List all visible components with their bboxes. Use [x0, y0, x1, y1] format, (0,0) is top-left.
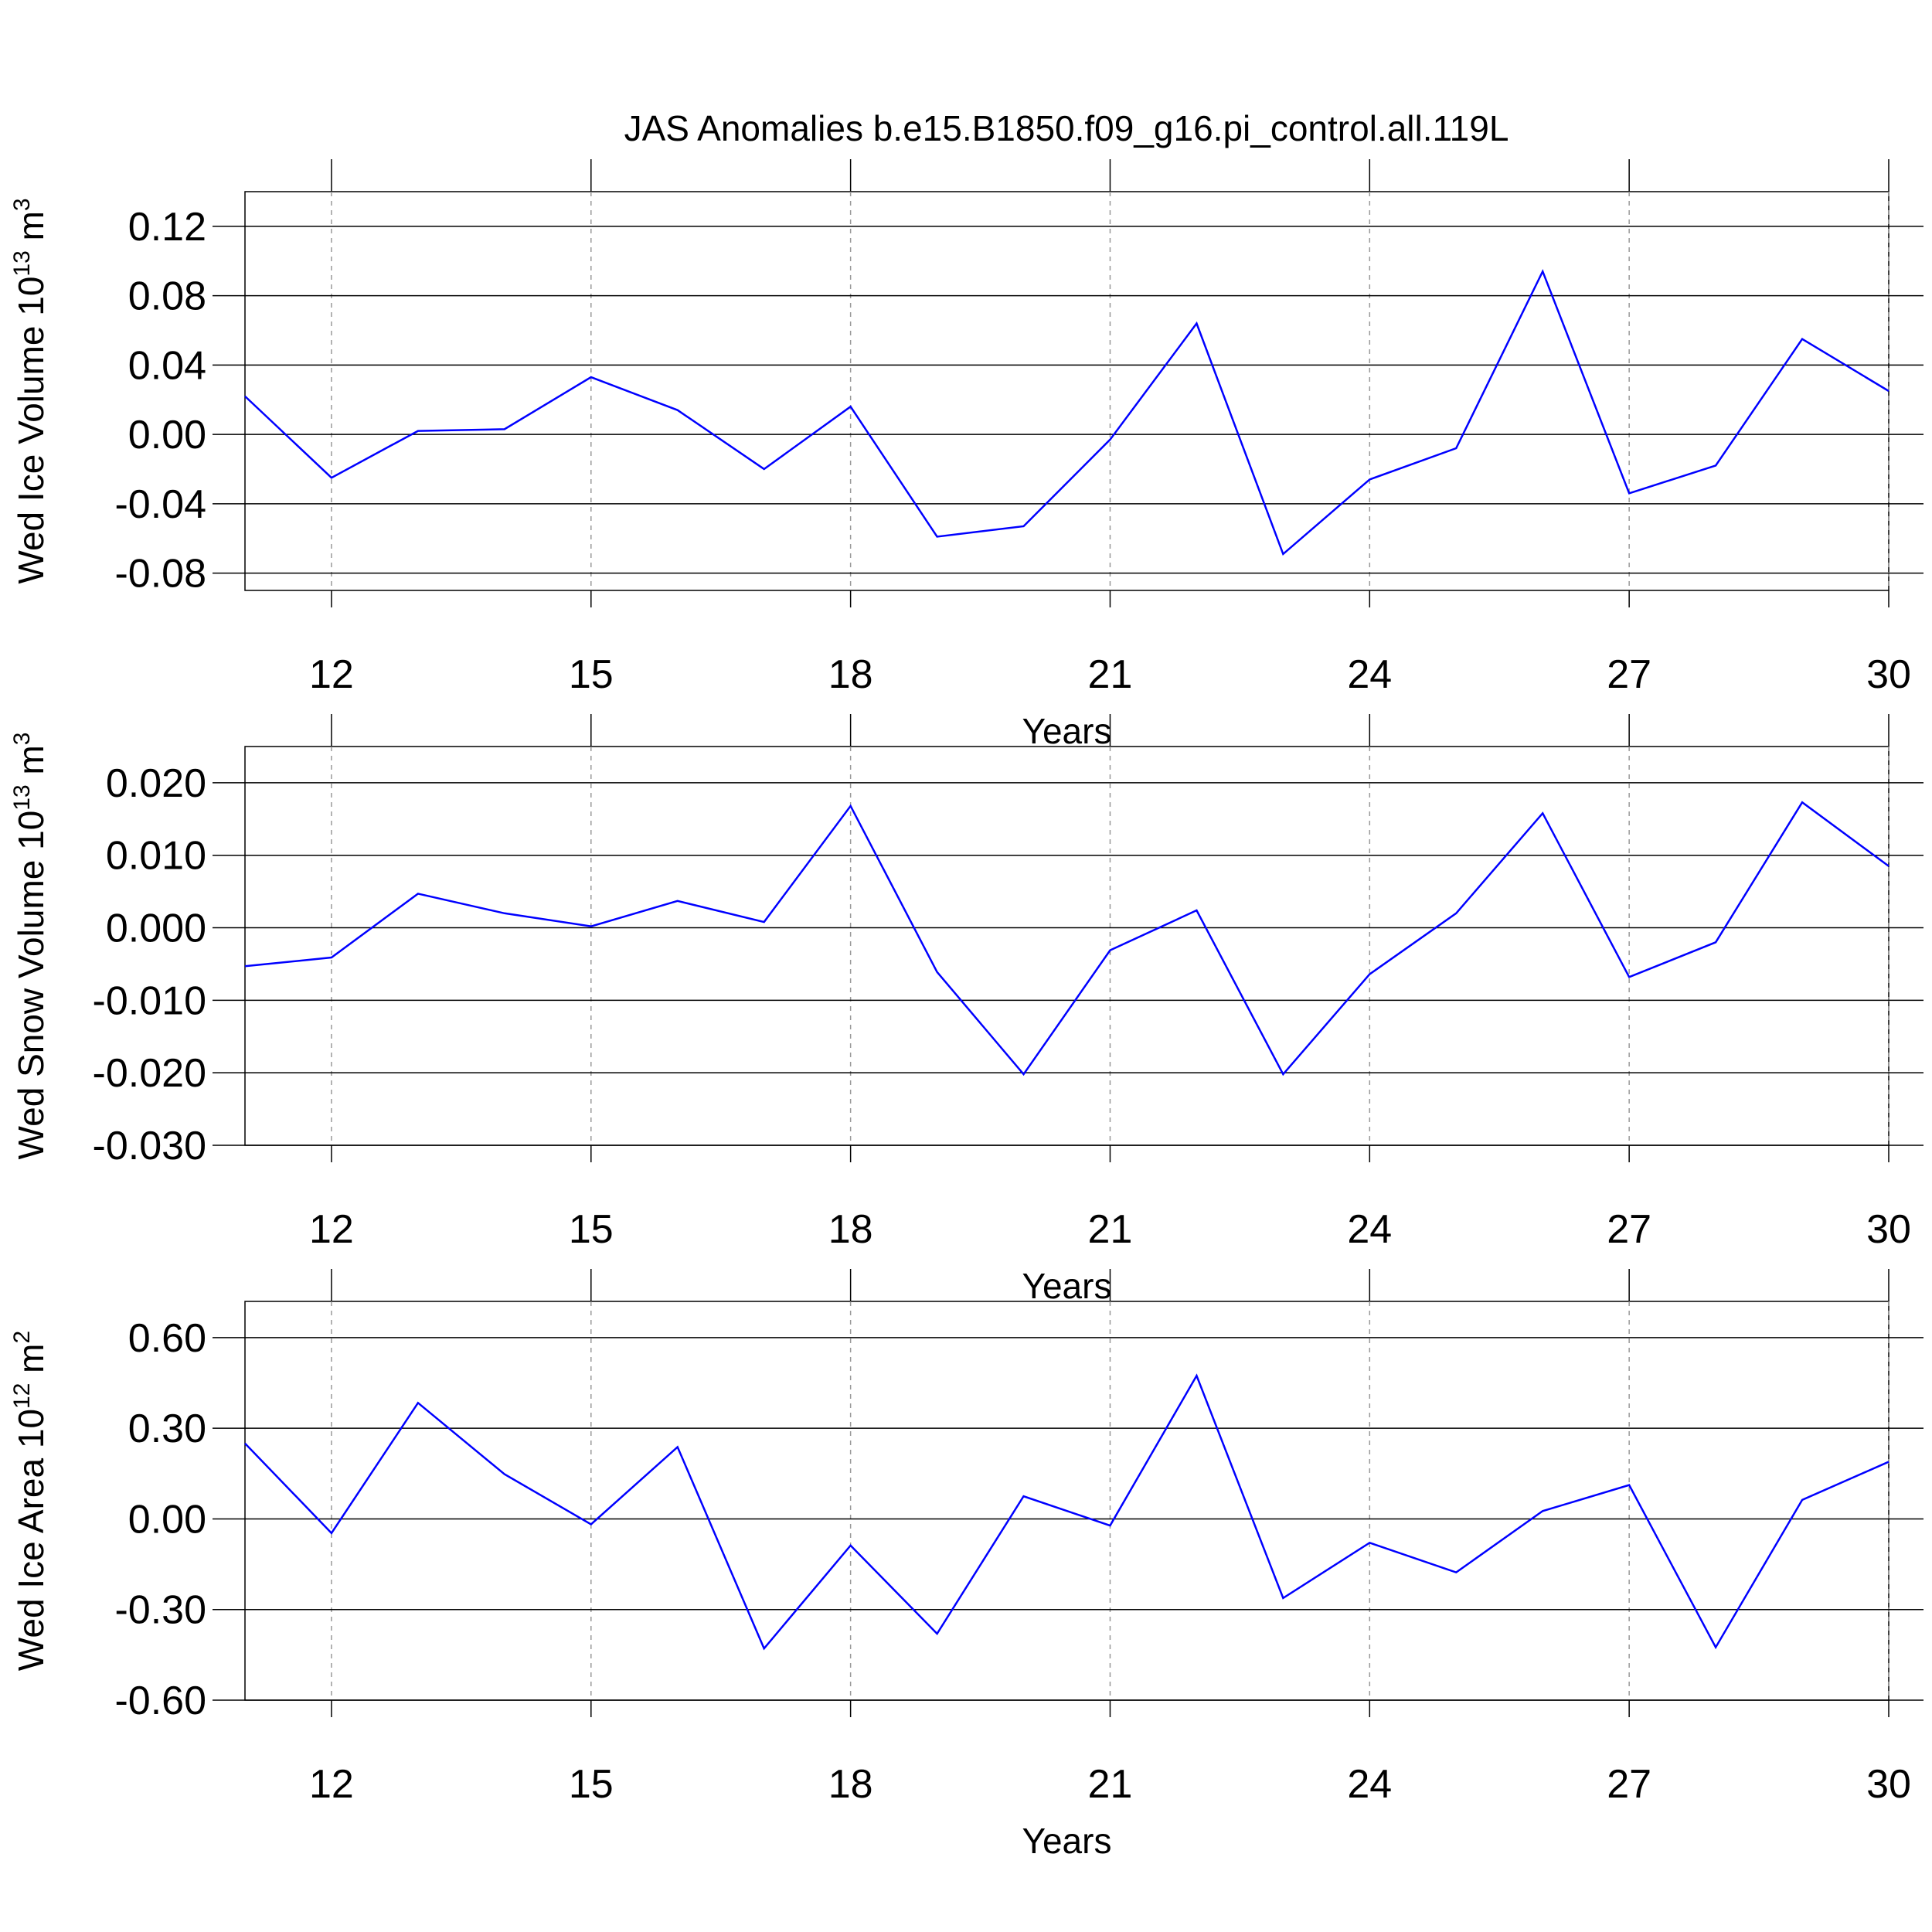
y-tick-label: 0.00	[128, 413, 206, 457]
x-tick-label: 24	[1347, 1207, 1392, 1252]
x-tick-label: 30	[1866, 1762, 1911, 1807]
x-axis-label: Years	[1022, 711, 1112, 751]
y-tick-label: -0.030	[93, 1124, 206, 1168]
y-tick-label: 0.04	[128, 343, 206, 388]
y-tick-label: -0.020	[93, 1051, 206, 1096]
data-line	[244, 1373, 1889, 1651]
x-tick-label: 18	[828, 1762, 873, 1807]
x-axis-label: Years	[1022, 1266, 1112, 1306]
x-tick-label: 24	[1347, 652, 1392, 697]
y-axis-label: Wed Snow Volume 1013 m3	[9, 733, 51, 1160]
data-line	[244, 269, 1889, 556]
y-tick-label: 0.00	[128, 1497, 206, 1542]
y-axis-label: Wed Ice Volume 1013 m3	[9, 198, 51, 583]
y-tick-label: -0.04	[114, 482, 206, 527]
y-tick-label: -0.60	[114, 1679, 206, 1723]
y-axis-label-part: Wed Snow Volume 10	[11, 811, 51, 1160]
x-tick-label: 21	[1088, 1207, 1133, 1252]
x-tick-label: 27	[1607, 652, 1651, 697]
x-tick-label: 15	[569, 1207, 614, 1252]
x-tick-label: 27	[1607, 1207, 1651, 1252]
x-tick-label: 12	[309, 1762, 354, 1807]
x-tick-label: 30	[1866, 652, 1911, 697]
x-tick-label: 12	[309, 652, 354, 697]
plot-frame	[244, 746, 1889, 1146]
y-tick-label: 0.010	[106, 834, 206, 879]
y-tick-label: -0.08	[114, 552, 206, 597]
x-tick-label: 18	[828, 652, 873, 697]
x-tick-label: 24	[1347, 1762, 1392, 1807]
chart-title: JAS Anomalies b.e15.B1850.f09_g16.pi_con…	[624, 108, 1509, 148]
y-axis-label-superscript: 13	[9, 784, 35, 810]
x-tick-label: 15	[569, 652, 614, 697]
y-axis-label-part: Wed Ice Area 10	[11, 1409, 51, 1671]
x-axis-label: Years	[1022, 1821, 1112, 1861]
plot-frame	[244, 1301, 1889, 1701]
data-line	[244, 801, 1889, 1077]
y-axis-label-part: Wed Ice Volume 10	[11, 277, 51, 584]
y-axis-label-part: m	[11, 745, 51, 784]
x-tick-label: 21	[1088, 1762, 1133, 1807]
y-tick-label: 0.12	[128, 205, 206, 250]
y-axis-label-part: m	[11, 211, 51, 250]
y-axis-label-superscript: 13	[9, 250, 35, 276]
y-tick-label: -0.30	[114, 1588, 206, 1633]
x-tick-label: 27	[1607, 1762, 1651, 1807]
y-tick-label: -0.010	[93, 978, 206, 1023]
x-tick-label: 12	[309, 1207, 354, 1252]
y-tick-label: 0.60	[128, 1316, 206, 1361]
y-axis-label-superscript: 12	[9, 1383, 35, 1409]
y-axis-label-superscript: 3	[9, 733, 35, 746]
y-axis-label-superscript: 3	[9, 198, 35, 211]
y-tick-label: 0.30	[128, 1406, 206, 1451]
y-tick-label: 0.000	[106, 906, 206, 951]
x-tick-label: 30	[1866, 1207, 1911, 1252]
x-tick-label: 18	[828, 1207, 873, 1252]
y-axis-label-superscript: 2	[9, 1331, 35, 1344]
y-axis-label: Wed Ice Area 1012 m2	[9, 1331, 51, 1671]
x-tick-label: 21	[1088, 652, 1133, 697]
y-tick-label: 0.08	[128, 274, 206, 319]
y-axis-label-part: m	[11, 1343, 51, 1383]
x-tick-label: 15	[569, 1762, 614, 1807]
plot-frame	[244, 191, 1889, 591]
y-tick-label: 0.020	[106, 761, 206, 806]
